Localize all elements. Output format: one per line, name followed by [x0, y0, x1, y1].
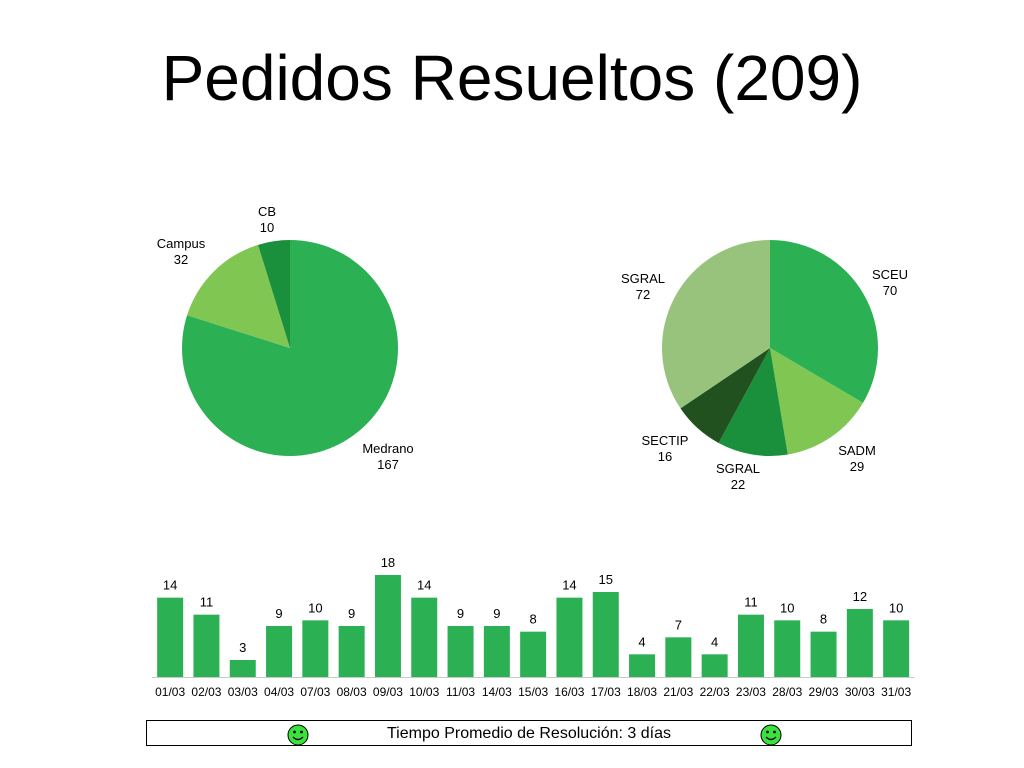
bar-category-label: 18/03 — [627, 685, 657, 699]
bar-value-label: 10 — [889, 600, 903, 615]
bar-value-label: 15 — [599, 572, 613, 587]
bar-14/03 — [483, 626, 510, 677]
bar-value-label: 10 — [780, 600, 794, 615]
bar-value-label: 10 — [308, 600, 322, 615]
pie-slice-medrano — [182, 240, 399, 457]
bar-value-label: 8 — [530, 612, 537, 627]
pie-label-medrano-value: 167 — [377, 457, 399, 472]
bar-29/03 — [810, 631, 837, 677]
bar-07/03 — [302, 620, 329, 677]
bar-category-label: 17/03 — [591, 685, 621, 699]
bar-value-label: 11 — [744, 595, 758, 610]
bar-category-label: 16/03 — [554, 685, 584, 699]
bar-value-label: 7 — [675, 617, 682, 632]
pie-slice-cb — [258, 240, 290, 348]
bar-category-label: 23/03 — [736, 685, 766, 699]
bar-03/03 — [229, 660, 256, 677]
bar-value-label: 14 — [163, 578, 177, 593]
bar-category-label: 01/03 — [155, 685, 185, 699]
pie-slice-sadm — [770, 348, 863, 455]
bar-value-label: 18 — [381, 555, 395, 570]
bar-category-label: 14/03 — [482, 685, 512, 699]
bar-category-label: 15/03 — [518, 685, 548, 699]
bar-09/03 — [374, 575, 401, 677]
bar-category-label: 04/03 — [264, 685, 294, 699]
bar-category-label: 02/03 — [191, 685, 221, 699]
pie-label-sgral-name: SGRAL — [716, 461, 760, 476]
bar-category-label: 09/03 — [373, 685, 403, 699]
pie-label-sectip-value: 16 — [658, 449, 672, 464]
bar-15/03 — [520, 631, 547, 677]
pie-slice-campus — [187, 244, 290, 348]
bar-value-label: 12 — [853, 589, 867, 604]
bar-28/03 — [774, 620, 801, 677]
pie-label-cb-value: 10 — [260, 220, 274, 235]
bar-category-label: 22/03 — [700, 685, 730, 699]
smiley-icon — [287, 724, 309, 746]
pie-label-sceu-value: 70 — [883, 283, 897, 298]
pie-label-sgral-name: SGRAL — [621, 271, 665, 286]
bar-08/03 — [338, 626, 365, 677]
pie-label-sgral-value: 22 — [731, 477, 745, 492]
bar-value-label: 9 — [275, 606, 282, 621]
bar-value-label: 11 — [200, 595, 214, 610]
pie-label-sadm-name: SADM — [838, 443, 876, 458]
bar-category-label: 21/03 — [663, 685, 693, 699]
average-resolution-box: Tiempo Promedio de Resolución: 3 días — [146, 720, 912, 746]
bar-11/03 — [447, 626, 474, 677]
bar-value-label: 9 — [493, 606, 500, 621]
pie-label-campus-value: 32 — [174, 252, 188, 267]
pie-label-sadm-value: 29 — [850, 459, 864, 474]
bar-value-label: 4 — [638, 634, 645, 649]
bar-category-label: 31/03 — [881, 685, 911, 699]
bar-21/03 — [665, 637, 692, 677]
bar-category-label: 30/03 — [845, 685, 875, 699]
bar-01/03 — [157, 597, 184, 677]
bar-value-label: 9 — [457, 606, 464, 621]
pie-label-campus-name: Campus — [157, 236, 206, 251]
bar-16/03 — [556, 597, 583, 677]
page-title: Pedidos Resueltos (209) — [161, 42, 863, 114]
bar-category-label: 11/03 — [446, 685, 475, 699]
bar-17/03 — [592, 592, 619, 677]
bar-category-label: 07/03 — [300, 685, 330, 699]
bar-category-label: 03/03 — [228, 685, 258, 699]
bar-category-label: 29/03 — [809, 685, 839, 699]
pie-label-sgral-value: 72 — [636, 287, 650, 302]
bar-10/03 — [411, 597, 438, 677]
smiley-icon — [760, 724, 782, 746]
pie-slice-sgral — [662, 240, 770, 409]
bar-value-label: 3 — [239, 640, 246, 655]
bar-category-label: 08/03 — [337, 685, 367, 699]
bar-23/03 — [737, 614, 764, 677]
pie-label-cb-name: CB — [258, 204, 276, 219]
pie-label-sceu-name: SCEU — [872, 267, 908, 282]
bar-02/03 — [193, 614, 220, 677]
bar-value-label: 4 — [711, 634, 718, 649]
pie-label-sectip-name: SECTIP — [642, 433, 689, 448]
bar-value-label: 14 — [562, 578, 576, 593]
bar-30/03 — [846, 609, 873, 677]
bar-04/03 — [266, 626, 293, 677]
bar-category-label: 28/03 — [772, 685, 802, 699]
bar-31/03 — [883, 620, 910, 677]
pie-slice-sgral — [718, 348, 788, 456]
bar-value-label: 8 — [820, 612, 827, 627]
bar-category-label: 10/03 — [409, 685, 439, 699]
bar-chart-daily: 14 01/03 11 02/03 3 03/03 9 04/03 10 07/03 9 08/03 1… — [152, 555, 915, 699]
pie-label-medrano-name: Medrano — [362, 441, 413, 456]
pie-slice-sceu — [770, 240, 878, 403]
bar-value-label: 14 — [417, 578, 431, 593]
bar-18/03 — [629, 654, 656, 677]
bar-value-label: 9 — [348, 606, 355, 621]
bar-22/03 — [701, 654, 728, 677]
average-resolution-text: Tiempo Promedio de Resolución: 3 días — [387, 725, 671, 742]
pie-slice-sectip — [680, 348, 770, 443]
